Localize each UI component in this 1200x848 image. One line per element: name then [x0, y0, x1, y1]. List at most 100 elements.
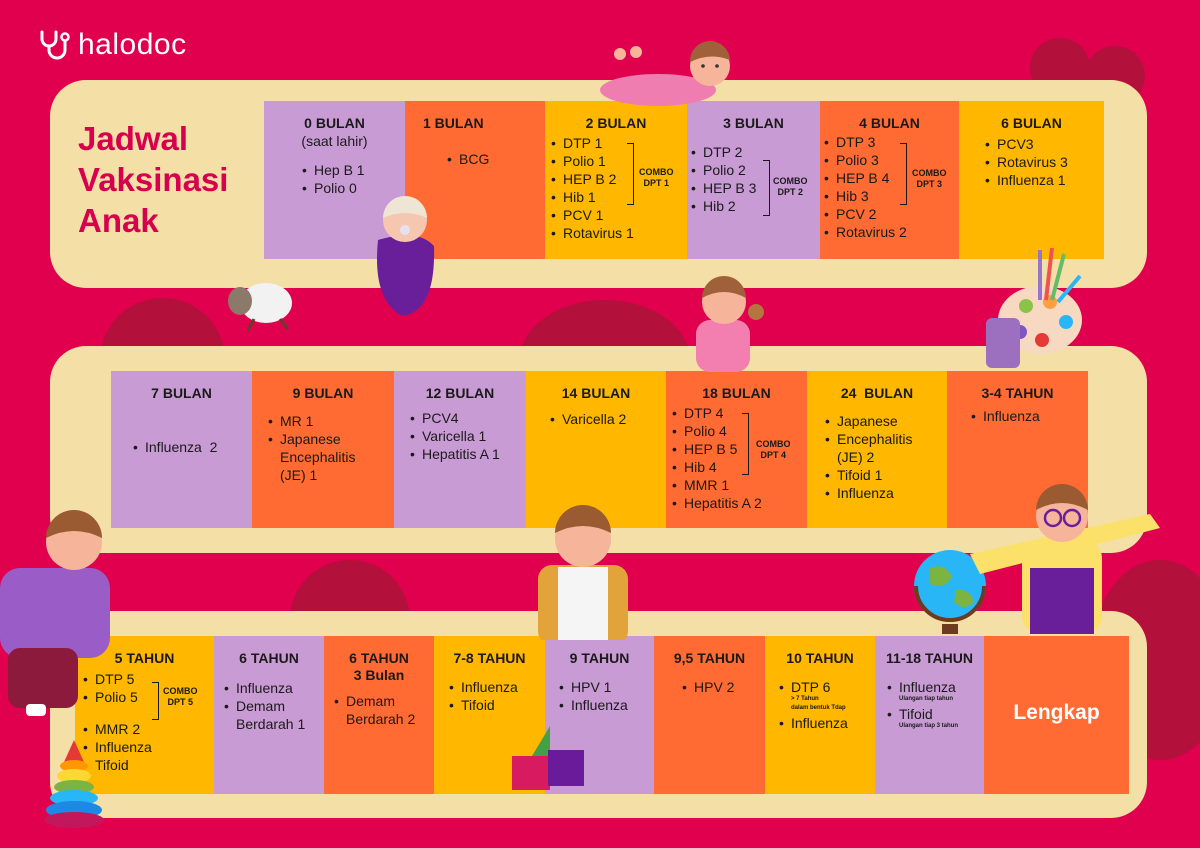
age-label: 14 BULAN [561, 385, 631, 401]
age-label: 4 BULAN [859, 115, 920, 131]
age-label: 3-4 TAHUN [981, 385, 1054, 401]
vaccine-item: Tifoid [95, 757, 129, 773]
vaccine-item: PCV3 [985, 135, 1104, 153]
title-line-3: Anak [78, 202, 159, 239]
schedule-cell-0-bulan: 0 BULAN (saat lahir) Hep B 1 Polio 0 [264, 101, 405, 259]
vaccine-item: Hib 1 [551, 188, 687, 206]
halodoc-logo: halodoc [38, 28, 187, 62]
vaccine-item: Influenza [449, 678, 545, 696]
schedule-row-3: 5 TAHUN DTP 5 Polio 5 MMR 2 Influenza Ti… [75, 636, 1129, 794]
vaccine-item: Polio 4 [672, 422, 807, 440]
vaccine-item: DTP 2 [691, 143, 820, 161]
combo-line-2: DPT 2 [777, 187, 803, 197]
vaccine-item: Influenza Ulangan tiap tahun [887, 678, 984, 703]
vaccine-name: Tifoid [899, 706, 933, 722]
vaccine-item: Hib 2 [691, 197, 820, 215]
age-label: 9 BULAN [292, 385, 354, 401]
age-label: 11-18 TAHUN [886, 650, 973, 666]
vaccine-item: Influenza [779, 714, 875, 732]
vaccine-item: Hep B 1 [302, 161, 405, 179]
combo-label: COMBO DPT 5 [163, 686, 198, 708]
toddler-cookie-illustration [686, 276, 770, 372]
vaccine-item: PCV 2 [824, 205, 959, 223]
vaccine-item: Hepatitis A 1 [410, 445, 526, 463]
age-sublabel: 3 Bulan [353, 667, 405, 683]
schedule-cell-10-tahun: 10 TAHUN DTP 6 > 7 Tahun dalam bentuk Td… [765, 636, 875, 794]
vaccine-item: MR 1 [268, 412, 384, 430]
schedule-cell-11-18-tahun: 11-18 TAHUN Influenza Ulangan tiap tahun… [875, 636, 984, 794]
vaccine-item: Demam Berdarah 1 [224, 697, 324, 733]
combo-line-1: COMBO [773, 176, 808, 186]
schedule-cell-6-bulan: 6 BULAN PCV3 Rotavirus 3 Influenza 1 [959, 101, 1104, 259]
schedule-row-2: 7 BULAN Influenza 2 9 BULAN MR 1 Japanes… [111, 371, 1088, 528]
vaccine-item: Influenza [559, 696, 654, 714]
vaccine-list: DTP 6 > 7 Tahun dalam bentuk Tdap Influe… [779, 678, 875, 732]
combo-line-1: COMBO [756, 439, 791, 449]
schedule-cell-18-bulan: 18 BULAN DTP 4 Polio 4 HEP B 5 Hib 4 MMR… [666, 371, 807, 528]
schedule-cell-14-bulan: 14 BULAN Varicella 2 [526, 371, 666, 528]
vaccine-list: DTP 2 Polio 2 HEP B 3 Hib 2 [691, 143, 820, 215]
age-sublabel: (saat lahir) [301, 133, 368, 149]
vaccine-name: DTP 6 [791, 679, 831, 695]
vaccine-list: MR 1 Japanese Encephalitis (JE) 1 [268, 412, 384, 484]
vaccine-item: Hepatitis A 2 [672, 494, 807, 512]
swaddled-baby-illustration [370, 190, 440, 318]
age-label: 24 BULAN [840, 385, 914, 401]
vaccine-item: HEP B 2 [551, 170, 687, 188]
combo-bracket [900, 143, 907, 205]
vaccine-list: Japanese Encephalitis (JE) 2 Tifoid 1 In… [825, 412, 939, 502]
vaccine-item: DTP 6 > 7 Tahun dalam bentuk Tdap [779, 678, 875, 712]
age-label: 6 TAHUN [239, 650, 299, 666]
vaccine-list: Influenza Demam Berdarah 1 [224, 679, 324, 733]
schedule-cell-12-bulan: 12 BULAN PCV4 Varicella 1 Hepatitis A 1 [394, 371, 526, 528]
age-label: 7-8 TAHUN [453, 650, 526, 666]
schedule-cell-2-bulan: 2 BULAN DTP 1 Polio 1 HEP B 2 Hib 1 PCV … [545, 101, 687, 259]
vaccine-note: Ulangan tiap tahun [899, 696, 953, 702]
vaccine-item: Japanese Encephalitis (JE) 1 [268, 430, 384, 484]
age-label: 6 TAHUN [349, 650, 409, 666]
combo-line-2: DPT 1 [643, 178, 669, 188]
stethoscope-icon [40, 30, 70, 60]
combo-line-1: COMBO [639, 167, 674, 177]
schedule-cell-5-tahun: 5 TAHUN DTP 5 Polio 5 MMR 2 Influenza Ti… [75, 636, 214, 794]
paint-palette-illustration [980, 240, 1090, 370]
title-line-1: Jadwal [78, 120, 189, 157]
combo-bracket [627, 143, 634, 205]
vaccine-item: Rotavirus 2 [824, 223, 959, 241]
vaccine-note: Ulangan tiap 3 tahun [899, 723, 959, 729]
vaccine-item: DTP 3 [824, 133, 959, 151]
schedule-cell-24-bulan: 24 BULAN Japanese Encephalitis (JE) 2 Ti… [807, 371, 947, 528]
title-line-2: Vaksinasi [78, 161, 229, 198]
schedule-cell-1-bulan: 1 BULAN BCG [405, 101, 545, 259]
age-label: 0 BULAN [304, 115, 365, 131]
vaccine-item: Hib 3 [824, 187, 959, 205]
combo-label: COMBO DPT 3 [912, 168, 947, 190]
vaccine-item: Japanese [825, 412, 939, 430]
vaccine-item: DTP 5 [83, 670, 214, 688]
combo-label: COMBO DPT 1 [639, 167, 674, 189]
vaccine-item: Influenza 1 [985, 171, 1104, 189]
logo-text: halodoc [78, 28, 187, 61]
vaccine-item: Demam Berdarah 2 [334, 692, 430, 728]
vaccine-list: BCG [447, 150, 545, 168]
age-label: 9,5 TAHUN [673, 650, 746, 666]
vaccine-item: Influenza [83, 738, 214, 756]
vaccine-item: PCV 1 [551, 206, 687, 224]
vaccine-list: DTP 1 Polio 1 HEP B 2 Hib 1 PCV 1 Rotavi… [551, 134, 687, 242]
sheep-illustration [218, 275, 298, 335]
schedule-cell-6-tahun-3-bulan: 6 TAHUN 3 Bulan Demam Berdarah 2 [324, 636, 434, 794]
combo-label: COMBO DPT 2 [773, 176, 808, 198]
age-label: 5 TAHUN [114, 650, 175, 666]
vaccine-item: DTP 4 [672, 404, 807, 422]
vaccine-list: HPV 2 [682, 678, 765, 696]
vaccine-list: HPV 1 Influenza [559, 678, 654, 714]
complete-label: Lengkap [1013, 701, 1100, 724]
vaccine-item: Influenza 2 [133, 438, 252, 456]
vaccine-item: Tifoid [449, 696, 545, 714]
combo-bracket [742, 413, 749, 475]
vaccine-note: dalam bentuk Tdap [791, 705, 846, 711]
vaccine-item: Influenza [224, 679, 324, 697]
vaccine-item: Encephalitis (JE) 2 [825, 430, 939, 466]
age-label: 1 BULAN [423, 115, 484, 131]
schedule-cell-7-bulan: 7 BULAN Influenza 2 [111, 371, 252, 528]
